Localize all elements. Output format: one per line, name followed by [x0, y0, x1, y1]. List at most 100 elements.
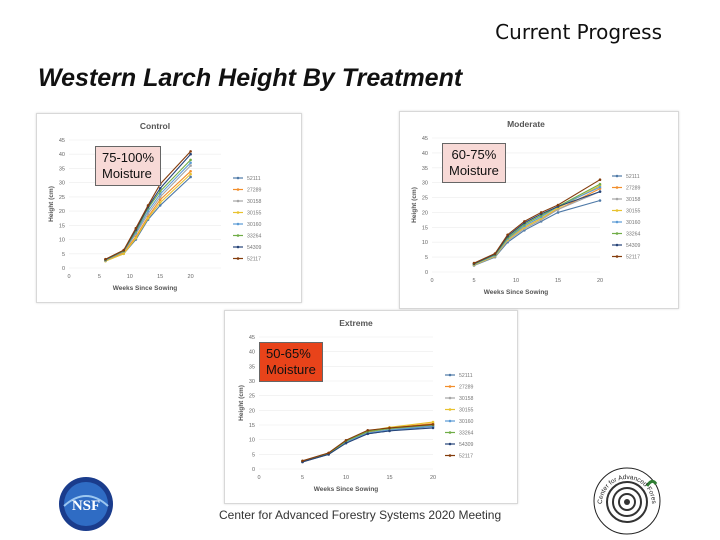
- legend-label: 52111: [459, 373, 473, 379]
- slide-title: Western Larch Height By Treatment: [38, 64, 463, 92]
- chart-title: Control: [140, 121, 170, 131]
- legend-marker: [448, 454, 452, 457]
- y-tick-label: 30: [59, 181, 65, 187]
- legend-marker: [448, 396, 452, 400]
- y-tick-label: 15: [422, 225, 428, 231]
- legend-label: 27289: [247, 188, 262, 194]
- y-tick-label: 25: [422, 196, 428, 202]
- y-tick-label: 20: [59, 209, 65, 215]
- data-point: [431, 420, 435, 424]
- data-point: [122, 252, 126, 256]
- legend-marker: [615, 243, 619, 247]
- legend-label: 27289: [459, 385, 474, 391]
- series-line-30155: [105, 173, 191, 262]
- legend-marker: [448, 442, 452, 446]
- y-tick-label: 35: [422, 166, 428, 172]
- y-tick-label: 20: [249, 408, 255, 414]
- moisture-badge-control: 75-100% Moisture: [95, 146, 162, 186]
- y-axis-title: Height (cm): [238, 385, 245, 421]
- slide-header: Current Progress: [495, 20, 662, 44]
- data-point: [366, 428, 370, 432]
- series-line-52117: [302, 423, 434, 462]
- chart-extreme-svg: Extreme 0 5 10 15 20 25 30 35 40 45 0 5 10 15 20 Weeks S…: [238, 318, 474, 493]
- series-line-33264: [302, 424, 434, 462]
- y-tick-label: 0: [425, 270, 428, 276]
- data-point: [158, 195, 162, 199]
- moisture-badge-extreme: 50-65% Moisture: [259, 342, 323, 382]
- legend-label: 30158: [247, 199, 262, 205]
- y-tick-label: 10: [249, 438, 255, 444]
- y-tick-label: 5: [62, 252, 65, 258]
- legend-label: 54309: [626, 243, 641, 249]
- legend-label: 52111: [247, 176, 261, 182]
- legend-label: 52117: [626, 255, 640, 261]
- y-tick-label: 5: [425, 255, 428, 261]
- y-tick-label: 40: [422, 151, 428, 157]
- data-point: [158, 198, 162, 202]
- data-point: [134, 236, 138, 240]
- legend-label: 30160: [626, 220, 641, 226]
- x-axis-title: Weeks Since Sowing: [484, 289, 549, 296]
- chart-title: Moderate: [507, 119, 545, 129]
- chart-control: Control 0 5 10 15 20 25 30 35 40 45 0 5 10 15 20 Weeks S…: [36, 113, 302, 303]
- y-tick-label: 40: [59, 152, 65, 158]
- legend-label: 54309: [247, 245, 262, 251]
- x-tick-label: 20: [188, 274, 194, 280]
- legend-label: 33264: [247, 234, 262, 240]
- data-point: [189, 169, 192, 173]
- data-point: [189, 158, 192, 162]
- series-line-27289: [105, 170, 191, 262]
- data-point: [327, 451, 330, 455]
- data-point: [431, 426, 435, 430]
- footer-text: Center for Advanced Forestry Systems 202…: [219, 508, 502, 522]
- chart-moderate-svg: Moderate 0 5 10 15 20 25 30 35 40 45 0 5 10 15 20 Weeks …: [411, 119, 641, 296]
- data-point: [122, 248, 126, 252]
- y-tick-label: 45: [59, 138, 65, 144]
- legend-label: 30160: [247, 222, 262, 228]
- data-point: [134, 226, 138, 230]
- legend-label: 30160: [459, 419, 474, 425]
- y-tick-label: 5: [252, 452, 255, 458]
- legend-marker: [615, 220, 619, 224]
- legend-marker: [236, 234, 240, 237]
- data-point: [366, 432, 370, 436]
- data-point: [556, 211, 560, 214]
- legend-label: 30158: [626, 197, 641, 203]
- series-line-54309: [302, 427, 434, 463]
- legend-label: 27289: [626, 186, 641, 192]
- data-point: [189, 152, 192, 156]
- y-tick-label: 35: [249, 364, 255, 370]
- data-point: [344, 438, 348, 442]
- data-point: [598, 199, 602, 202]
- legend-marker: [448, 373, 452, 377]
- legend-label: 33264: [626, 232, 641, 238]
- y-tick-label: 30: [422, 181, 428, 187]
- legend-label: 30155: [459, 408, 474, 414]
- legend-marker: [236, 188, 240, 191]
- data-point: [598, 182, 602, 186]
- y-axis-title: Height (cm): [411, 187, 418, 223]
- data-point: [493, 252, 497, 255]
- data-point: [158, 192, 162, 196]
- y-tick-label: 25: [249, 394, 255, 400]
- x-tick-label: 10: [513, 278, 519, 284]
- data-point: [189, 161, 192, 165]
- y-axis-title: Height (cm): [48, 186, 55, 222]
- data-point: [598, 178, 602, 181]
- legend-marker: [236, 222, 240, 226]
- legend-label: 54309: [459, 442, 474, 448]
- legend-marker: [448, 385, 452, 388]
- x-tick-label: 5: [472, 278, 475, 284]
- legend-marker: [615, 255, 619, 258]
- legend-label: 52111: [626, 174, 640, 180]
- legend-marker: [448, 419, 452, 423]
- x-tick-label: 0: [430, 278, 433, 284]
- moisture-badge-moderate: 60-75% Moisture: [442, 143, 506, 183]
- y-tick-label: 25: [59, 195, 65, 201]
- nsf-logo: NSF: [59, 477, 113, 531]
- y-tick-label: 20: [422, 210, 428, 216]
- x-tick-label: 0: [257, 475, 260, 481]
- data-point: [506, 233, 509, 237]
- x-tick-label: 5: [98, 274, 101, 280]
- legend-marker: [236, 176, 240, 180]
